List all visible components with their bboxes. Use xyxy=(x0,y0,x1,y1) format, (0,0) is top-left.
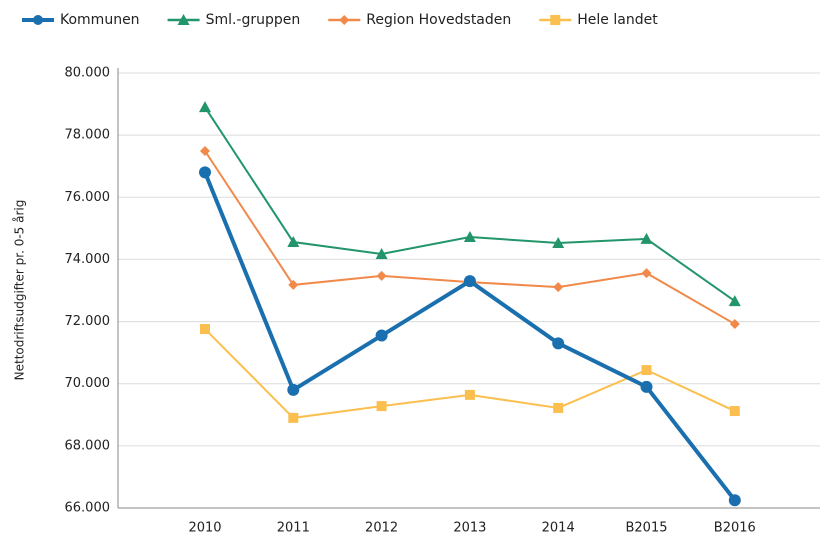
marker xyxy=(463,275,476,288)
legend-item: Kommunen xyxy=(22,12,140,28)
marker xyxy=(728,295,741,307)
legend-item: Sml.-gruppen xyxy=(167,12,301,28)
marker xyxy=(375,329,388,342)
marker xyxy=(200,145,210,156)
marker xyxy=(641,268,652,279)
x-tick-label: 2010 xyxy=(188,521,221,536)
marker xyxy=(463,231,476,243)
legend-label: Region Hovedstaden xyxy=(366,12,511,28)
marker xyxy=(288,412,299,423)
y-tick-label: 72.000 xyxy=(65,314,111,329)
marker xyxy=(640,232,653,244)
marker xyxy=(199,166,211,179)
x-tick-label: B2016 xyxy=(714,521,756,536)
marker xyxy=(550,15,561,25)
series-line xyxy=(203,171,737,502)
marker xyxy=(200,324,210,335)
x-tick-label: 2011 xyxy=(277,521,310,536)
marker xyxy=(376,270,387,281)
marker xyxy=(729,319,740,330)
marker xyxy=(552,337,565,350)
marker xyxy=(640,380,653,393)
marker xyxy=(33,15,43,25)
legend-item: Hele landet xyxy=(539,12,658,28)
x-tick-label: 2013 xyxy=(453,521,486,536)
legend-label: Sml.-gruppen xyxy=(206,12,301,28)
marker xyxy=(553,282,564,293)
marker xyxy=(552,236,565,248)
y-tick-label: 78.000 xyxy=(65,128,111,143)
marker xyxy=(553,402,564,413)
marker xyxy=(641,365,652,376)
marker xyxy=(375,247,388,259)
legend-label: Hele landet xyxy=(577,12,658,28)
marker xyxy=(339,15,350,25)
x-tick-label: B2015 xyxy=(625,521,667,536)
y-tick-label: 74.000 xyxy=(65,252,111,267)
marker xyxy=(288,279,299,290)
marker xyxy=(199,101,211,113)
marker xyxy=(287,236,300,248)
y-tick-label: 80.000 xyxy=(65,66,111,81)
y-tick-label: 70.000 xyxy=(65,376,111,391)
y-tick-label: 66.000 xyxy=(65,501,111,516)
x-tick-label: 2012 xyxy=(365,521,398,536)
legend-item: Region Hovedstaden xyxy=(328,12,511,28)
x-tick-label: 2014 xyxy=(542,521,575,536)
series xyxy=(199,166,741,507)
marker xyxy=(287,383,300,396)
series xyxy=(200,324,740,423)
marker xyxy=(729,406,740,417)
marker xyxy=(728,494,741,507)
marker xyxy=(464,389,475,400)
marker xyxy=(376,401,387,412)
series xyxy=(199,101,741,307)
legend-label: Kommunen xyxy=(60,12,140,28)
y-tick-label: 76.000 xyxy=(65,190,111,205)
y-axis-label: Nettodriftsudgifter pr. 0-5 årig xyxy=(13,200,27,381)
marker xyxy=(177,14,190,25)
y-tick-label: 68.000 xyxy=(65,438,111,453)
